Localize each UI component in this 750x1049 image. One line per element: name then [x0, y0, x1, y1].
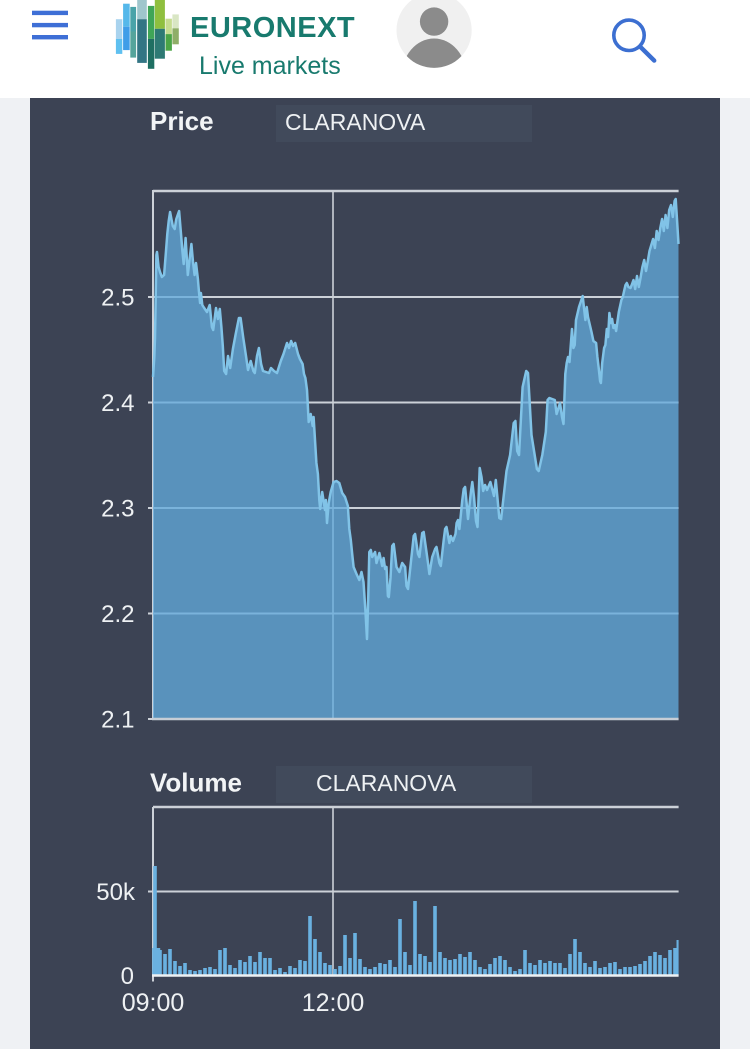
svg-text:0: 0 — [121, 963, 134, 990]
svg-text:CLARANOVA: CLARANOVA — [316, 770, 457, 796]
svg-text:2.3: 2.3 — [101, 496, 134, 523]
svg-text:Price: Price — [150, 106, 214, 136]
svg-text:2.1: 2.1 — [101, 707, 134, 734]
svg-text:09:00: 09:00 — [122, 989, 185, 1017]
svg-text:CLARANOVA: CLARANOVA — [285, 109, 426, 135]
svg-text:2.4: 2.4 — [101, 390, 134, 417]
svg-text:2.5: 2.5 — [101, 285, 134, 312]
svg-text:12:00: 12:00 — [302, 989, 365, 1017]
svg-text:Volume: Volume — [150, 768, 242, 798]
svg-text:50k: 50k — [96, 879, 136, 906]
svg-text:2.2: 2.2 — [101, 601, 134, 628]
